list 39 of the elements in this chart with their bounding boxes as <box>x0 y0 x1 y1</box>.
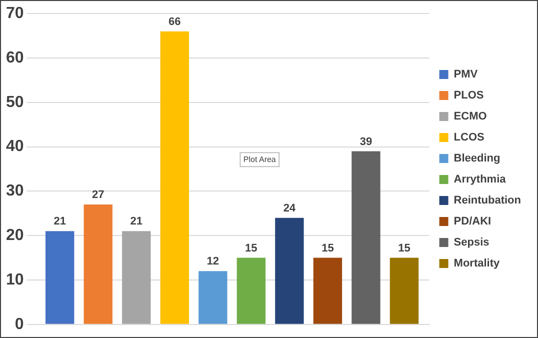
bar <box>313 258 342 324</box>
bar <box>46 231 74 324</box>
data-label: 15 <box>245 242 258 254</box>
data-label: 39 <box>360 136 372 148</box>
y-tick-label: 0 <box>14 316 24 333</box>
bar <box>236 258 266 324</box>
y-tick-label: 70 <box>6 5 24 22</box>
data-label: 24 <box>283 202 296 214</box>
y-tick-label: 30 <box>6 182 24 200</box>
y-tick-label: 40 <box>6 138 24 156</box>
bar <box>390 258 419 324</box>
data-label: 66 <box>168 16 181 28</box>
data-label: 15 <box>398 242 410 254</box>
legend-label: Reintubation <box>454 194 522 207</box>
y-tick-label: 20 <box>6 227 24 244</box>
data-label: 15 <box>322 242 334 254</box>
data-label: 21 <box>130 216 143 228</box>
data-label: 27 <box>92 189 104 202</box>
legend-label: ECMO <box>454 110 488 123</box>
legend-label: PD/AKI <box>454 216 492 228</box>
y-tick-label: 60 <box>6 49 24 66</box>
data-label: 21 <box>54 216 66 228</box>
y-tick-label: 50 <box>6 94 24 111</box>
legend-label: Sepsis <box>454 236 490 249</box>
legend-label: LCOS <box>454 132 484 144</box>
legend-label: PMV <box>454 68 478 81</box>
bar <box>198 271 228 324</box>
data-label: 12 <box>206 256 220 268</box>
legend-label: Arrythmia <box>454 174 507 186</box>
bar <box>84 204 112 324</box>
bar <box>275 218 304 324</box>
annotation: Plot Area <box>243 154 276 164</box>
legend-label: Mortality <box>454 258 501 270</box>
bar <box>160 31 189 324</box>
legend-label: PLOS <box>454 90 484 102</box>
legend-label: Bleeding <box>454 152 500 165</box>
bar <box>122 231 151 324</box>
bar <box>352 151 380 324</box>
y-tick-label: 10 <box>6 271 24 288</box>
